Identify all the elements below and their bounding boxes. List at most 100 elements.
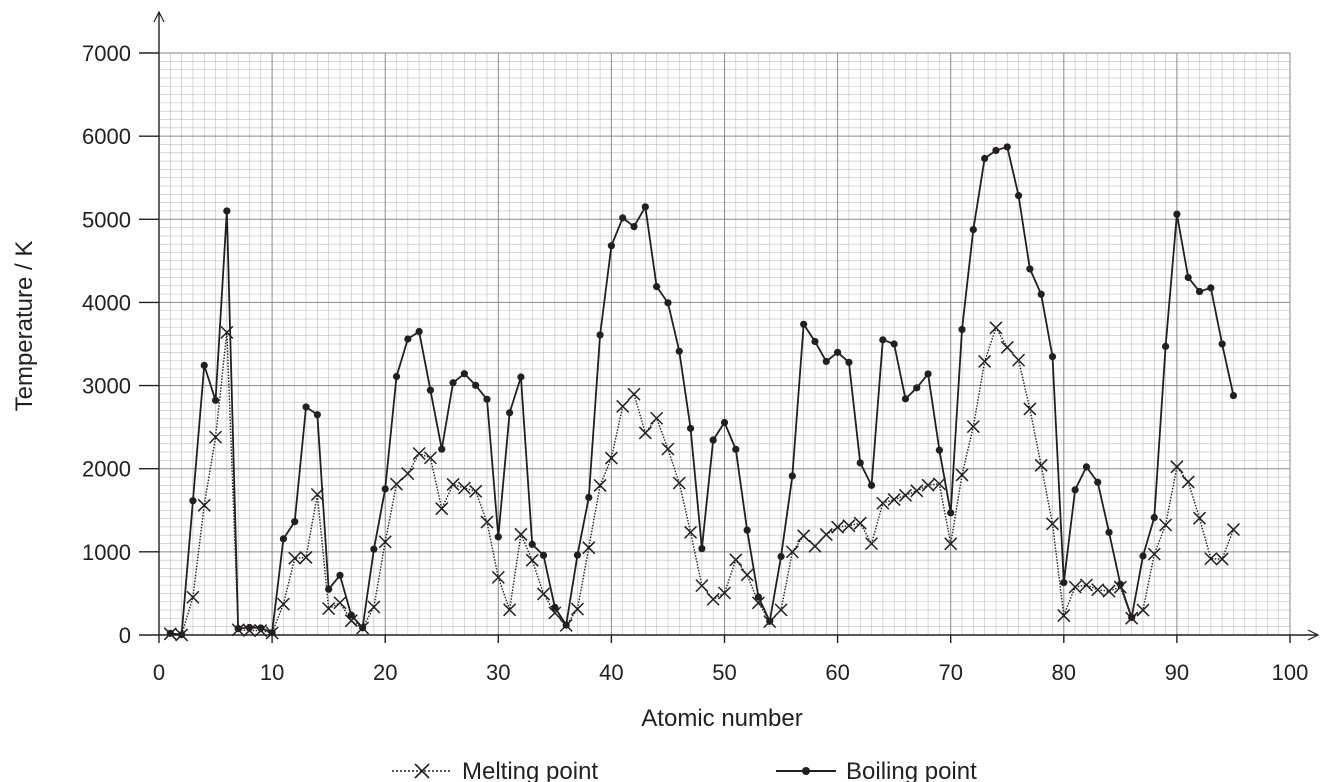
legend-melting-label: Melting point (462, 758, 598, 782)
boiling-point-marker (573, 551, 582, 559)
boiling-point-marker (992, 146, 1000, 155)
melting-point-marker (378, 535, 392, 549)
melting-point-marker (1012, 353, 1026, 367)
y-tick-label: 2000 (82, 457, 131, 482)
boiling-point-marker (325, 585, 333, 593)
melting-point-marker (412, 446, 426, 461)
boiling-point-marker (1105, 528, 1113, 536)
y-tick-label: 3000 (82, 374, 131, 399)
boiling-point-marker (415, 327, 423, 336)
boiling-point-marker (630, 223, 638, 231)
boiling-point-marker (743, 526, 751, 534)
melting-point-marker (1000, 340, 1014, 354)
x-tick-label: 70 (938, 660, 962, 685)
melting-point-marker (706, 592, 720, 606)
boiling-point-marker (664, 299, 672, 307)
melting-point-marker (548, 606, 562, 620)
boiling-point-marker (1195, 287, 1204, 296)
boiling-point-marker (754, 593, 763, 601)
melting-point-marker (921, 478, 935, 492)
boiling-point-marker (200, 361, 208, 369)
boiling-point-marker (539, 551, 548, 559)
x-axis-title: Atomic number (641, 705, 802, 732)
melting-point-marker (1181, 475, 1195, 489)
melting-point-marker (288, 551, 302, 565)
boiling-point-marker (494, 533, 502, 541)
melting-point-marker (1192, 511, 1207, 525)
x-tick-label: 40 (599, 660, 623, 685)
boiling-point-marker (1128, 613, 1136, 622)
melting-point-marker (1023, 402, 1037, 416)
melting-point-marker (774, 603, 788, 617)
legend-item-melting: Melting point (392, 758, 598, 782)
boiling-point-marker (901, 395, 910, 403)
boiling-point-marker (890, 340, 898, 348)
melting-point-marker (1068, 580, 1082, 594)
melting-point-marker (570, 602, 585, 616)
boiling-point-marker (517, 373, 525, 381)
boiling-point-marker (585, 493, 593, 501)
melting-point-marker (1170, 460, 1184, 474)
y-axis-ticks: 0 1000 2000 3000 4000 5000 6000 7000 (82, 41, 159, 648)
x-axis-arrow (1307, 629, 1320, 641)
melting-point-marker (842, 519, 856, 533)
melting-point-marker (322, 602, 336, 616)
x-tick-label: 20 (373, 660, 397, 685)
melting-point-marker (910, 484, 924, 498)
boiling-point-marker (483, 395, 491, 403)
data-series (163, 143, 1240, 642)
melting-point-marker (1147, 547, 1161, 561)
y-axis-title: Temperature / K (11, 241, 38, 412)
y-tick-label: 4000 (82, 290, 131, 315)
melting-point-marker (966, 420, 980, 434)
boiling-point-marker (449, 379, 457, 387)
x-tick-label: 30 (486, 660, 510, 685)
boiling-point-marker (1173, 210, 1181, 218)
melting-point-marker (480, 515, 494, 529)
melting-point-marker (627, 387, 641, 401)
boiling-point-marker (1161, 342, 1170, 351)
melting-point-marker (955, 468, 969, 482)
melting-point-marker (1226, 523, 1240, 537)
melting-point-marker (367, 600, 381, 614)
boiling-point-marker (1003, 143, 1011, 151)
boiling-point-marker (551, 603, 559, 611)
boiling-point-marker (607, 242, 616, 250)
legend-item-boiling: Boiling point (776, 758, 977, 782)
boiling-point-marker (392, 372, 401, 381)
melting-point-marker (299, 550, 313, 564)
boiling-point-marker (1037, 290, 1045, 298)
boiling-point-marker (1094, 478, 1102, 486)
melting-point-marker (1159, 518, 1173, 532)
boiling-point-marker (686, 424, 695, 432)
boiling-point-marker (347, 611, 355, 619)
melting-point-marker (1091, 583, 1105, 597)
melting-point-marker (593, 478, 607, 492)
melting-point-marker (808, 539, 822, 553)
boiling-point-marker (675, 347, 683, 355)
melting-point-marker (457, 481, 471, 495)
boiling-point-marker (845, 358, 853, 366)
melting-point-marker (785, 545, 799, 559)
melting-point-marker (310, 487, 324, 502)
boiling-point-marker (856, 459, 864, 467)
boiling-point-marker (969, 225, 977, 234)
boiling-point-marker (189, 497, 197, 505)
melting-point-marker (661, 442, 675, 456)
boiling-point-marker (913, 384, 921, 392)
x-tick-label: 100 (1272, 660, 1309, 685)
boiling-point-marker (947, 509, 955, 517)
melting-point-marker (695, 579, 709, 593)
melting-point-marker (389, 477, 404, 491)
boiling-point-marker (641, 203, 649, 211)
boiling-point-marker (924, 370, 932, 378)
boiling-point-marker (777, 552, 785, 561)
boiling-point-marker (358, 624, 367, 632)
boiling-point-marker (223, 207, 231, 215)
boiling-point-marker (472, 381, 480, 389)
melting-point-marker (1057, 609, 1071, 623)
boiling-point-marker (1150, 513, 1158, 522)
boiling-point-marker (720, 418, 729, 427)
boiling-point-marker (166, 629, 174, 637)
series-melting-point (163, 321, 1240, 642)
